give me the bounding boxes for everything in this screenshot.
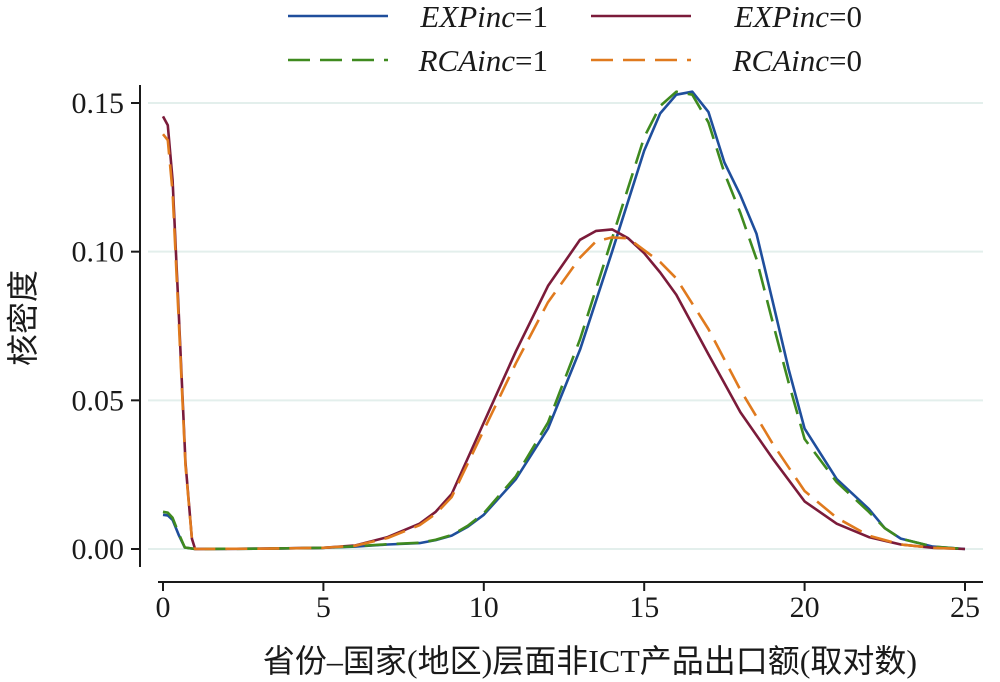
legend-label-rcainc-1: RCAinc=1	[418, 43, 548, 78]
y-tick-label-0: 0.00	[72, 533, 125, 566]
x-tick-label-1: 5	[316, 591, 331, 624]
tick-marks: 0.00 0.05 0.10 0.15 0 5 10 15 20 25	[72, 87, 981, 624]
y-tick-label-1: 0.05	[72, 384, 125, 417]
x-tick-label-0: 0	[156, 591, 171, 624]
x-tick-label-3: 15	[629, 591, 659, 624]
series-line-expinc-0	[161, 115, 966, 551]
y-tick-label-2: 0.10	[72, 236, 125, 269]
x-tick-label-5: 25	[950, 591, 980, 624]
series-line-rcainc-1	[162, 90, 966, 551]
y-axis-title: 核密度	[5, 270, 41, 366]
gridlines	[148, 102, 983, 550]
axes	[139, 85, 983, 583]
series-line-expinc-1	[162, 90, 966, 551]
x-tick-label-4: 20	[790, 591, 820, 624]
series-lines	[161, 90, 966, 551]
legend-label-expinc-1: EXPinc=1	[419, 0, 548, 34]
legend-label-expinc-0: EXPinc=0	[733, 0, 862, 34]
series-line-rcainc-0	[161, 133, 966, 551]
y-tick-label-3: 0.15	[72, 87, 125, 120]
x-axis-title: 省份–国家(地区)层面非ICT产品出口额(取对数)	[263, 643, 917, 679]
legend-label-rcainc-0: RCAinc=0	[732, 43, 862, 78]
x-tick-label-2: 10	[469, 591, 499, 624]
legend: EXPinc=1 EXPinc=0 RCAinc=1 RCAinc=0	[288, 0, 862, 78]
